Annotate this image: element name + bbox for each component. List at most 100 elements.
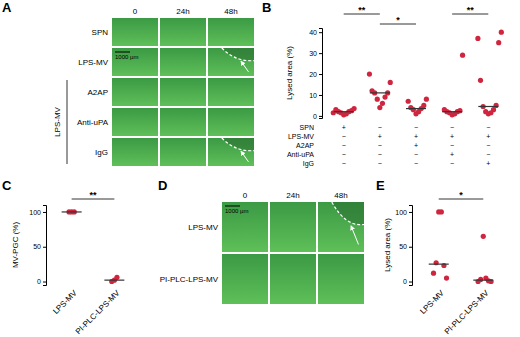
condition-sign: − [378,142,382,149]
y-tick-label: 10 [309,92,317,99]
y-tick-label: 100 [29,209,41,216]
significance-label: ** [467,5,475,15]
x-tick: LPS-MV [418,285,446,316]
row-label: PI-PLC-LPS-MV [160,275,219,284]
y-tick-mark [319,95,322,96]
median-line [406,108,426,109]
panel-label: C [2,178,12,193]
micrograph [112,78,158,106]
panel-label: A [2,0,12,15]
y-tick-mark [319,32,322,33]
row-label: Anti-uPA [77,118,109,127]
x-tick: PI-PLC-LPS-MV [74,285,122,336]
y-axis-line [43,206,47,286]
condition-sign: + [450,133,454,140]
lysis-front [222,48,254,61]
data-point [483,109,488,114]
y-axis: 050100 [29,206,46,286]
lysis-front [222,138,254,151]
row-label: IgG [95,148,108,157]
y-axis: 0 10 20 30 40 [309,29,322,120]
y-tick: 10 [309,92,322,99]
arrow [241,151,248,161]
data-point [114,275,119,280]
condition-sign: + [342,124,346,131]
x-axis: LPS-MVPI-PLC-LPS-MV [51,285,122,336]
panel-A: A024h48hSPNLPS-MVA2APAnti-uPAIgG1000 µmL… [2,0,254,166]
y-tick-mark [409,212,412,213]
data-point [496,40,501,45]
micrograph [160,48,206,76]
y-axis: 050100 [395,206,412,286]
y-tick-mark [43,247,46,248]
y-tick-label: 40 [309,29,317,36]
panel-label: D [158,178,167,193]
column-header: 48h [224,7,237,16]
data-point [431,271,436,276]
data-point [380,101,385,106]
condition-label: SPN [300,124,314,131]
y-tick: 40 [309,29,322,36]
data-point [421,103,426,108]
plot-area [429,209,494,284]
lysed-region [332,202,364,225]
condition-sign: − [342,160,346,167]
y-tick: 0 [37,278,46,285]
micrograph [160,18,206,46]
data-point [478,78,483,83]
condition-sign: + [378,133,382,140]
condition-sign: − [486,151,490,158]
y-axis-title: Lysed area (%) [383,218,392,272]
condition-sign: + [414,142,418,149]
column-header: 24h [176,7,189,16]
x-tick-label: PI-PLC-LPS-MV [74,288,122,336]
data-point [367,71,372,76]
condition-sign: − [450,160,454,167]
micrograph [222,254,268,304]
condition-label: Anti-uPA [287,151,314,158]
median-line [334,111,354,112]
y-axis-line [409,206,413,286]
x-tick-label: LPS-MV [418,288,446,316]
micrograph [160,138,206,166]
condition-sign: − [342,151,346,158]
x-tick-label: LPS-MV [51,288,79,316]
condition-sign: − [378,160,382,167]
y-tick: 20 [309,71,322,78]
y-tick-label: 0 [313,113,317,120]
scale-bar-label: 1000 µm [115,54,138,60]
y-tick-label: 0 [37,278,41,285]
median-line [370,92,390,93]
condition-sign: − [414,160,418,167]
y-tick: 30 [309,50,322,57]
condition-label: IgG [303,160,314,168]
condition-label: A2AP [296,142,314,149]
plot-area [62,209,125,284]
y-tick-mark [409,247,412,248]
row-label: LPS-MV [188,223,218,232]
micrograph [208,18,254,46]
data-point [457,108,462,113]
condition-sign: + [486,160,490,167]
y-tick-mark [43,212,46,213]
median-line [62,211,82,212]
data-point [439,209,444,214]
y-tick-mark [43,282,46,283]
arrow [241,61,248,71]
x-tick-label: PI-PLC-LPS-MV [443,288,491,336]
y-tick-mark [319,116,322,117]
condition-sign: − [414,151,418,158]
y-tick: 50 [399,243,412,250]
condition-sign: − [450,124,454,131]
micrograph [270,202,316,252]
panel-label: E [376,178,385,193]
lysis-front [332,202,364,225]
data-point [499,30,504,35]
median-line [478,106,498,107]
median-line [473,280,493,281]
x-tick: PI-PLC-LPS-MV [443,285,491,336]
y-tick-label: 100 [395,209,407,216]
row-label: SPN [92,28,109,37]
micrograph [222,202,268,252]
column-header: 48h [334,191,347,200]
